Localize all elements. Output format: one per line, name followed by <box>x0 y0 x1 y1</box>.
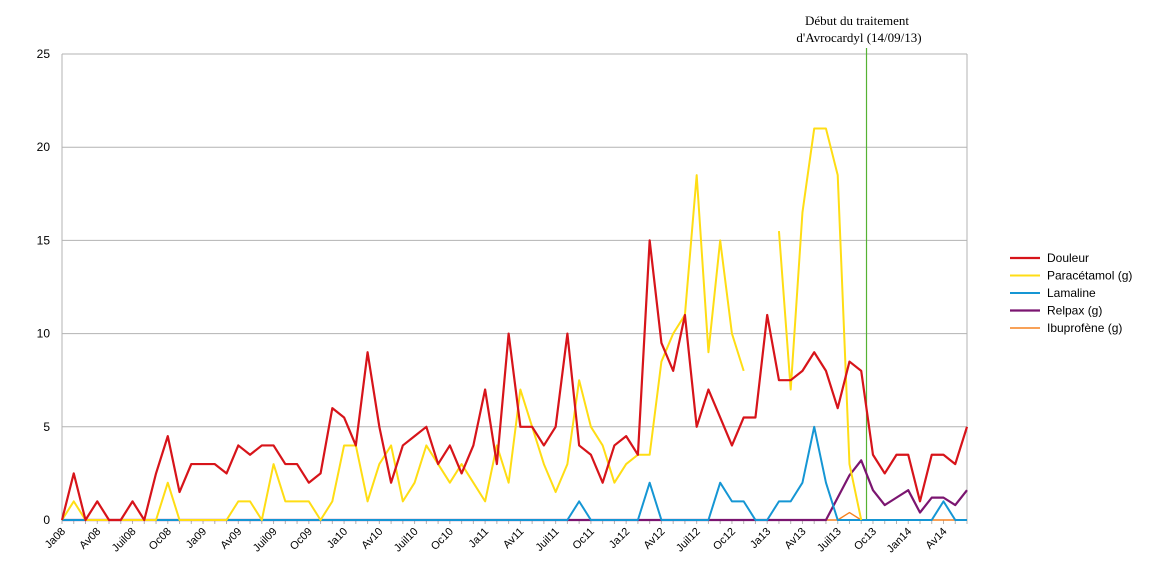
x-tick-label-19: Oc12 <box>711 526 738 553</box>
x-tick-label-5: Av09 <box>218 526 244 552</box>
series-line-3 <box>62 459 968 522</box>
x-tick-label-15: Oc11 <box>571 526 598 553</box>
series-line-4 <box>62 511 967 521</box>
series-line-1 <box>61 127 863 521</box>
x-tick-label-12: Ja11 <box>466 526 491 551</box>
annotation-line-2: d'Avrocardyl (14/09/13) <box>796 30 921 45</box>
legend: Douleur Paracétamol (g) Lamaline Relpax (g)… <box>1010 251 1132 335</box>
x-tick-label-11: Oc10 <box>429 526 456 553</box>
x-tick-label-4: Ja09 <box>184 526 209 551</box>
y-tick-label-20: 20 <box>37 140 51 154</box>
x-tick-label-21: Av13 <box>783 526 809 552</box>
x-tick-label-1: Av08 <box>77 526 103 552</box>
y-tick-label-5: 5 <box>43 420 50 434</box>
x-axis-ticks: Ja08 Av08 Juil08 Oc08 Ja09 Av09 Juil09 Oc09 Ja10… <box>43 520 968 556</box>
legend-label-2: Lamaline <box>1047 286 1096 300</box>
y-tick-label-10: 10 <box>37 327 51 341</box>
x-tick-label-20: Ja13 <box>748 526 773 551</box>
legend-label-0: Douleur <box>1047 251 1089 265</box>
legend-label-3: Relpax (g) <box>1047 304 1102 318</box>
x-tick-label-6: Juil09 <box>251 526 280 555</box>
x-tick-label-8: Ja10 <box>325 526 350 551</box>
x-tick-label-17: Av12 <box>641 526 667 552</box>
x-tick-label-2: Juil08 <box>110 526 139 555</box>
annotation-line-1: Début du traitement <box>805 13 909 28</box>
x-tick-label-18: Juil12 <box>674 526 703 555</box>
series-lines <box>60 127 969 522</box>
x-tick-label-24: Jan14 <box>885 526 915 556</box>
x-tick-label-13: Av11 <box>501 526 527 552</box>
legend-label-4: Ibuprofène (g) <box>1047 321 1122 335</box>
x-tick-label-22: Juil13 <box>815 526 844 555</box>
y-tick-label-25: 25 <box>37 47 51 61</box>
x-tick-label-25: Av14 <box>924 526 950 552</box>
x-tick-label-14: Juil11 <box>534 526 562 554</box>
x-tick-label-0: Ja08 <box>43 526 68 551</box>
grid <box>62 53 968 520</box>
y-tick-label-15: 15 <box>37 233 51 247</box>
series-line-0 <box>60 239 969 522</box>
x-tick-label-16: Ja12 <box>607 526 632 551</box>
y-tick-label-0: 0 <box>43 513 50 527</box>
x-tick-label-10: Juil10 <box>392 526 421 555</box>
x-tick-label-7: Oc09 <box>288 526 315 553</box>
x-tick-label-23: Oc13 <box>852 526 879 553</box>
legend-label-1: Paracétamol (g) <box>1047 269 1132 283</box>
x-tick-label-9: Av10 <box>359 526 385 552</box>
x-tick-label-3: Oc08 <box>147 526 174 553</box>
y-axis-ticks: 0 5 10 15 20 25 <box>37 47 51 527</box>
axes <box>61 54 967 521</box>
treatment-annotation: Début du traitement d'Avrocardyl (14/09/… <box>796 13 922 520</box>
